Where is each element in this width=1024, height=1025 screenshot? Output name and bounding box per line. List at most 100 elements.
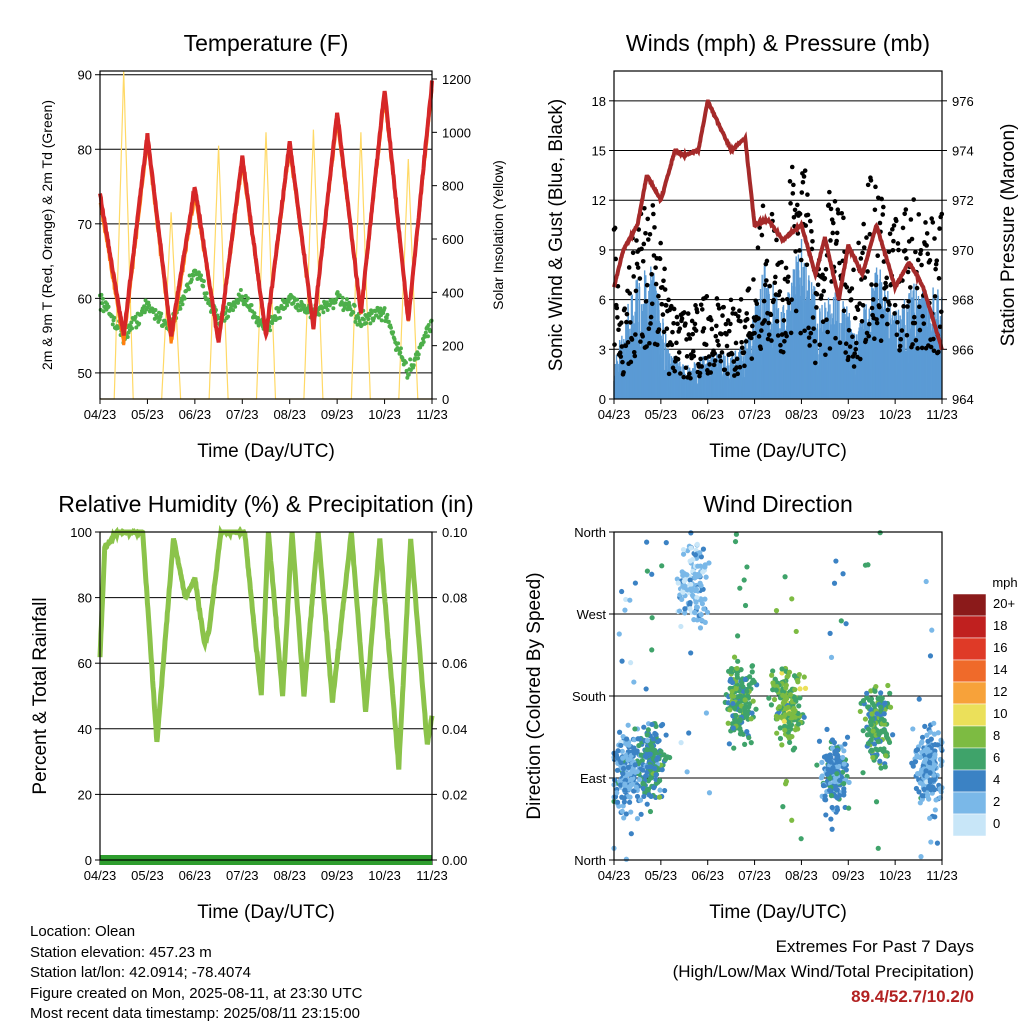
gust-point [795,231,801,236]
gust-point [905,304,910,309]
y-axis-label: Sonic Wind & Gust (Blue, Black) [546,99,567,371]
direction-point [644,539,650,545]
gust-point [841,215,846,221]
gust-point [640,258,646,264]
dewpoint-point [201,279,206,284]
y-axis-label: Direction (Colored By Speed) [524,572,545,819]
gust-point [933,266,938,272]
gust-point [670,329,675,335]
gust-point [661,329,667,335]
direction-point [698,612,704,618]
legend-swatch [952,637,987,661]
direction-point [933,797,939,803]
gust-point [892,311,897,316]
direction-point [737,585,743,591]
y2-tick-label: 964 [952,392,974,407]
y-tick-label: 100 [70,525,92,540]
direction-point [887,704,894,710]
gust-point [739,339,744,345]
y2-tick-label: 0.04 [442,722,467,737]
dewpoint-point [196,270,201,275]
direction-point [662,756,669,762]
x-tick-label: 08/23 [785,868,818,883]
direction-point [822,754,829,760]
direction-point [931,772,937,779]
direction-point [796,703,802,709]
direction-point [622,787,628,793]
direction-point [873,683,879,690]
gust-point [759,232,765,238]
direction-point [647,808,654,815]
gust-point [649,301,655,307]
gust-point [841,308,847,314]
direction-point [833,774,839,781]
dewpoint-point [364,321,369,326]
legend-swatch [952,593,987,617]
gust-point [867,231,873,237]
gust-point [619,320,624,325]
y2-tick-label: 966 [952,342,974,357]
direction-point [676,608,683,614]
gust-point [643,231,648,236]
direction-point [648,743,655,749]
direction-point [620,770,626,777]
direction-point [732,717,738,723]
direction-point [619,808,625,814]
direction-point [875,747,881,753]
direction-point [931,754,938,760]
gust-point [697,370,703,376]
direction-point [687,558,693,564]
direction-point [626,786,632,792]
gust-point [881,204,886,210]
gust-point [911,197,916,202]
y-tick-label: East [580,771,606,786]
direction-point [827,775,833,781]
x-tick-label: 10/23 [879,407,912,422]
direction-point [824,726,830,732]
direction-point [884,735,891,741]
x-tick-label: 05/23 [131,868,164,883]
direction-point [737,716,743,723]
direction-point [828,793,835,799]
gust-point [785,279,791,284]
direction-point [614,767,621,773]
dewpoint-point [353,319,358,324]
gust-point [932,236,937,241]
x-tick-label: 06/23 [179,868,212,883]
direction-point [837,777,843,783]
gust-point [754,301,760,307]
direction-point [791,673,798,679]
x-tick-label: 11/23 [926,407,958,422]
gust-point [919,345,925,351]
direction-point [786,710,793,717]
gust-point [676,350,682,355]
direction-point [921,759,928,765]
dewpoint-point [143,298,148,303]
gust-point [779,259,784,265]
x-tick-label: 09/23 [832,407,865,422]
gust-point [904,256,909,261]
gust-point [916,212,922,217]
direction-point [632,726,638,732]
gust-point [896,247,901,253]
direction-point [742,741,748,747]
direction-point [779,742,785,748]
direction-point [653,731,659,738]
gust-point [746,286,752,291]
direction-point [689,586,695,592]
gust-point [644,282,650,288]
direction-point [663,732,669,738]
direction-point [655,739,661,745]
direction-point [774,716,780,722]
gust-point [835,207,841,213]
direction-point [648,775,654,781]
direction-point [912,759,918,765]
direction-point [627,771,633,777]
direction-point [883,753,889,759]
gust-point [848,297,854,302]
direction-point [928,787,934,793]
direction-point [628,809,634,815]
direction-point [662,787,668,794]
gust-point [666,371,672,377]
gust-point [615,283,621,289]
